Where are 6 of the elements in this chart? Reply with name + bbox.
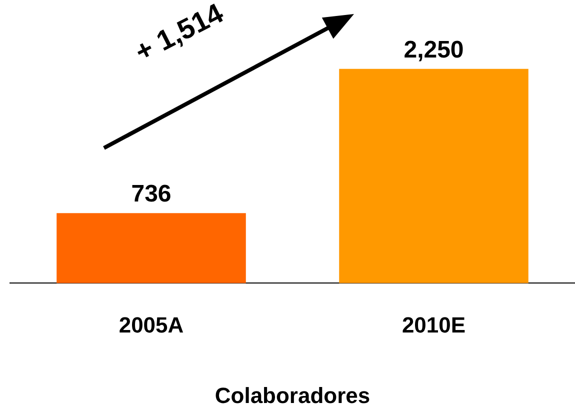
x-axis-title: Colaboradores: [214, 382, 370, 408]
text: + 1,514: [130, 0, 228, 69]
x-tick-label: 2005A: [118, 312, 184, 338]
data-label: 736: [131, 180, 172, 208]
x-tick-label: 2010E: [402, 312, 466, 338]
data-label: 2,250: [404, 36, 464, 64]
